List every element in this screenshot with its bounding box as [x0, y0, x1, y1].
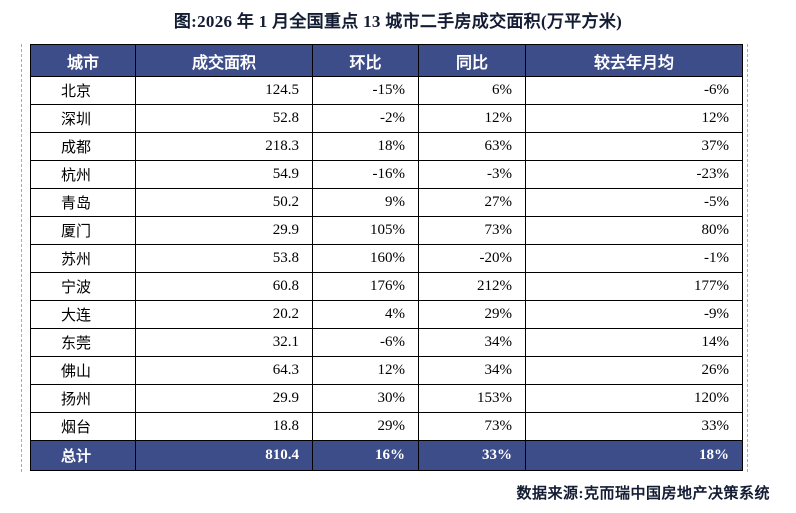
yoy-cell: 34%	[418, 328, 526, 357]
mom-cell: 18%	[312, 132, 419, 161]
table-row: 北京 124.5 -15% 6% -6%	[30, 76, 743, 105]
header-area: 成交面积	[135, 44, 313, 77]
table-row: 成都 218.3 18% 63% 37%	[30, 132, 743, 161]
vs-avg-cell: -6%	[525, 76, 743, 105]
yoy-cell: 73%	[418, 216, 526, 245]
vs-avg-cell: -5%	[525, 188, 743, 217]
city-cell: 佛山	[30, 356, 136, 385]
header-city: 城市	[30, 44, 136, 77]
vs-avg-cell: 177%	[525, 272, 743, 301]
yoy-cell: 212%	[418, 272, 526, 301]
data-source: 数据来源:克而瑞中国房地产决策系统	[516, 486, 770, 502]
city-cell: 东莞	[30, 328, 136, 357]
vs-avg-cell: 37%	[525, 132, 743, 161]
yoy-cell: 63%	[418, 132, 526, 161]
area-cell: 64.3	[135, 356, 313, 385]
text-boundary-dashed-line-left	[21, 44, 22, 472]
table-row: 杭州 54.9 -16% -3% -23%	[30, 160, 743, 189]
city-cell: 扬州	[30, 384, 136, 413]
area-cell: 20.2	[135, 300, 313, 329]
mom-cell: 105%	[312, 216, 419, 245]
vs-avg-cell: -1%	[525, 244, 743, 273]
vs-avg-cell: 80%	[525, 216, 743, 245]
table-row: 烟台 18.8 29% 73% 33%	[30, 412, 743, 441]
header-yoy: 同比	[418, 44, 526, 77]
table-row: 大连 20.2 4% 29% -9%	[30, 300, 743, 329]
total-vs-avg-cell: 18%	[525, 440, 743, 471]
mom-cell: 30%	[312, 384, 419, 413]
yoy-cell: 12%	[418, 104, 526, 133]
mom-cell: -6%	[312, 328, 419, 357]
vs-avg-cell: 14%	[525, 328, 743, 357]
mom-cell: 176%	[312, 272, 419, 301]
table-row: 扬州 29.9 30% 153% 120%	[30, 384, 743, 413]
area-cell: 52.8	[135, 104, 313, 133]
vs-avg-cell: -23%	[525, 160, 743, 189]
table-row: 宁波 60.8 176% 212% 177%	[30, 272, 743, 301]
text-boundary-dashed-line-right	[747, 44, 748, 472]
area-cell: 53.8	[135, 244, 313, 273]
mom-cell: -2%	[312, 104, 419, 133]
table-container: 城市 成交面积 环比 同比 较去年月均 北京 124.5 -15% 6% -6% 深圳 52…	[21, 44, 748, 472]
city-cell: 青岛	[30, 188, 136, 217]
area-cell: 29.9	[135, 216, 313, 245]
table-body: 北京 124.5 -15% 6% -6% 深圳 52.8 -2% 12% 12% 成都 218.3 18…	[30, 76, 743, 441]
city-cell: 北京	[30, 76, 136, 105]
vs-avg-cell: 12%	[525, 104, 743, 133]
yoy-cell: 73%	[418, 412, 526, 441]
city-cell: 成都	[30, 132, 136, 161]
area-cell: 218.3	[135, 132, 313, 161]
mom-cell: 160%	[312, 244, 419, 273]
total-mom-cell: 16%	[312, 440, 419, 471]
mom-cell: 29%	[312, 412, 419, 441]
yoy-cell: 6%	[418, 76, 526, 105]
yoy-cell: -3%	[418, 160, 526, 189]
area-cell: 29.9	[135, 384, 313, 413]
yoy-cell: 34%	[418, 356, 526, 385]
area-cell: 124.5	[135, 76, 313, 105]
yoy-cell: 27%	[418, 188, 526, 217]
mom-cell: -16%	[312, 160, 419, 189]
city-cell: 深圳	[30, 104, 136, 133]
vs-avg-cell: 120%	[525, 384, 743, 413]
vs-avg-cell: 26%	[525, 356, 743, 385]
total-yoy-cell: 33%	[418, 440, 526, 471]
area-cell: 60.8	[135, 272, 313, 301]
city-cell: 厦门	[30, 216, 136, 245]
table-row: 东莞 32.1 -6% 34% 14%	[30, 328, 743, 357]
city-cell: 烟台	[30, 412, 136, 441]
city-cell: 宁波	[30, 272, 136, 301]
table-row: 青岛 50.2 9% 27% -5%	[30, 188, 743, 217]
area-cell: 32.1	[135, 328, 313, 357]
table-row: 厦门 29.9 105% 73% 80%	[30, 216, 743, 245]
table-row: 佛山 64.3 12% 34% 26%	[30, 356, 743, 385]
header-mom: 环比	[312, 44, 419, 77]
total-label: 总计	[30, 440, 136, 471]
mom-cell: 12%	[312, 356, 419, 385]
yoy-cell: -20%	[418, 244, 526, 273]
header-vs-avg: 较去年月均	[525, 44, 743, 77]
total-row: 总计 810.4 16% 33% 18%	[30, 440, 743, 471]
city-cell: 杭州	[30, 160, 136, 189]
mom-cell: 4%	[312, 300, 419, 329]
area-cell: 18.8	[135, 412, 313, 441]
table-row: 苏州 53.8 160% -20% -1%	[30, 244, 743, 273]
mom-cell: -15%	[312, 76, 419, 105]
figure-title: 图:2026 年 1 月全国重点 13 城市二手房成交面积(万平方米)	[173, 12, 623, 31]
yoy-cell: 153%	[418, 384, 526, 413]
yoy-cell: 29%	[418, 300, 526, 329]
table-row: 深圳 52.8 -2% 12% 12%	[30, 104, 743, 133]
total-area-cell: 810.4	[135, 440, 313, 471]
vs-avg-cell: -9%	[525, 300, 743, 329]
mom-cell: 9%	[312, 188, 419, 217]
city-transactions-table: 城市 成交面积 环比 同比 较去年月均 北京 124.5 -15% 6% -6% 深圳 52…	[30, 44, 743, 471]
header-row: 城市 成交面积 环比 同比 较去年月均	[30, 44, 743, 77]
city-cell: 大连	[30, 300, 136, 329]
vs-avg-cell: 33%	[525, 412, 743, 441]
area-cell: 50.2	[135, 188, 313, 217]
city-cell: 苏州	[30, 244, 136, 273]
area-cell: 54.9	[135, 160, 313, 189]
